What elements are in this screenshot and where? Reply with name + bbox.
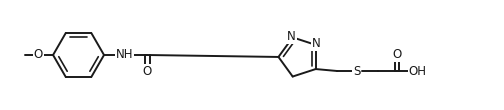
Text: S: S bbox=[353, 65, 360, 78]
Text: N: N bbox=[287, 30, 296, 43]
Text: O: O bbox=[393, 48, 402, 61]
Text: O: O bbox=[34, 49, 43, 61]
Text: N: N bbox=[312, 37, 321, 50]
Text: NH: NH bbox=[116, 49, 134, 61]
Text: O: O bbox=[143, 65, 152, 78]
Text: OH: OH bbox=[409, 65, 426, 78]
